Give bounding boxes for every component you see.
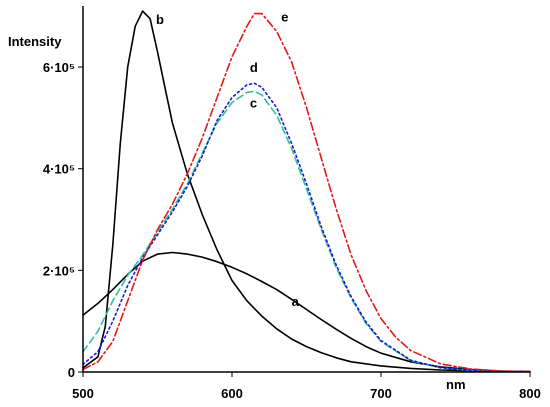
y-axis-title: Intensity xyxy=(8,34,62,49)
series-e-label: e xyxy=(281,9,288,24)
y-tick-label: 6·10⁵ xyxy=(43,60,75,75)
y-tick-label: 4·10⁵ xyxy=(43,162,75,177)
series-b-label: b xyxy=(156,12,164,27)
curve-labels: a b c d e xyxy=(156,9,300,309)
series-d-label: d xyxy=(250,60,258,75)
series-e-line xyxy=(82,12,531,373)
series-a-line xyxy=(82,251,531,373)
x-tick-label: 800 xyxy=(519,386,541,401)
y-tick-label: 2·10⁵ xyxy=(43,263,75,278)
x-ticks: 500 600 700 800 xyxy=(72,372,541,401)
series-d-line xyxy=(82,82,531,373)
x-tick-label: 600 xyxy=(221,386,243,401)
y-tick-label: 0 xyxy=(68,365,75,380)
series-c-label: c xyxy=(250,96,257,111)
series-c-line xyxy=(82,90,531,373)
x-tick-label: 500 xyxy=(72,386,94,401)
y-ticks: 0 2·10⁵ 4·10⁵ 6·10⁵ xyxy=(43,60,83,380)
x-tick-label: 700 xyxy=(370,386,392,401)
series-a-label: a xyxy=(292,294,300,309)
x-axis-title: nm xyxy=(446,377,466,392)
curves-layer xyxy=(82,10,531,373)
series-b-line xyxy=(82,10,531,373)
